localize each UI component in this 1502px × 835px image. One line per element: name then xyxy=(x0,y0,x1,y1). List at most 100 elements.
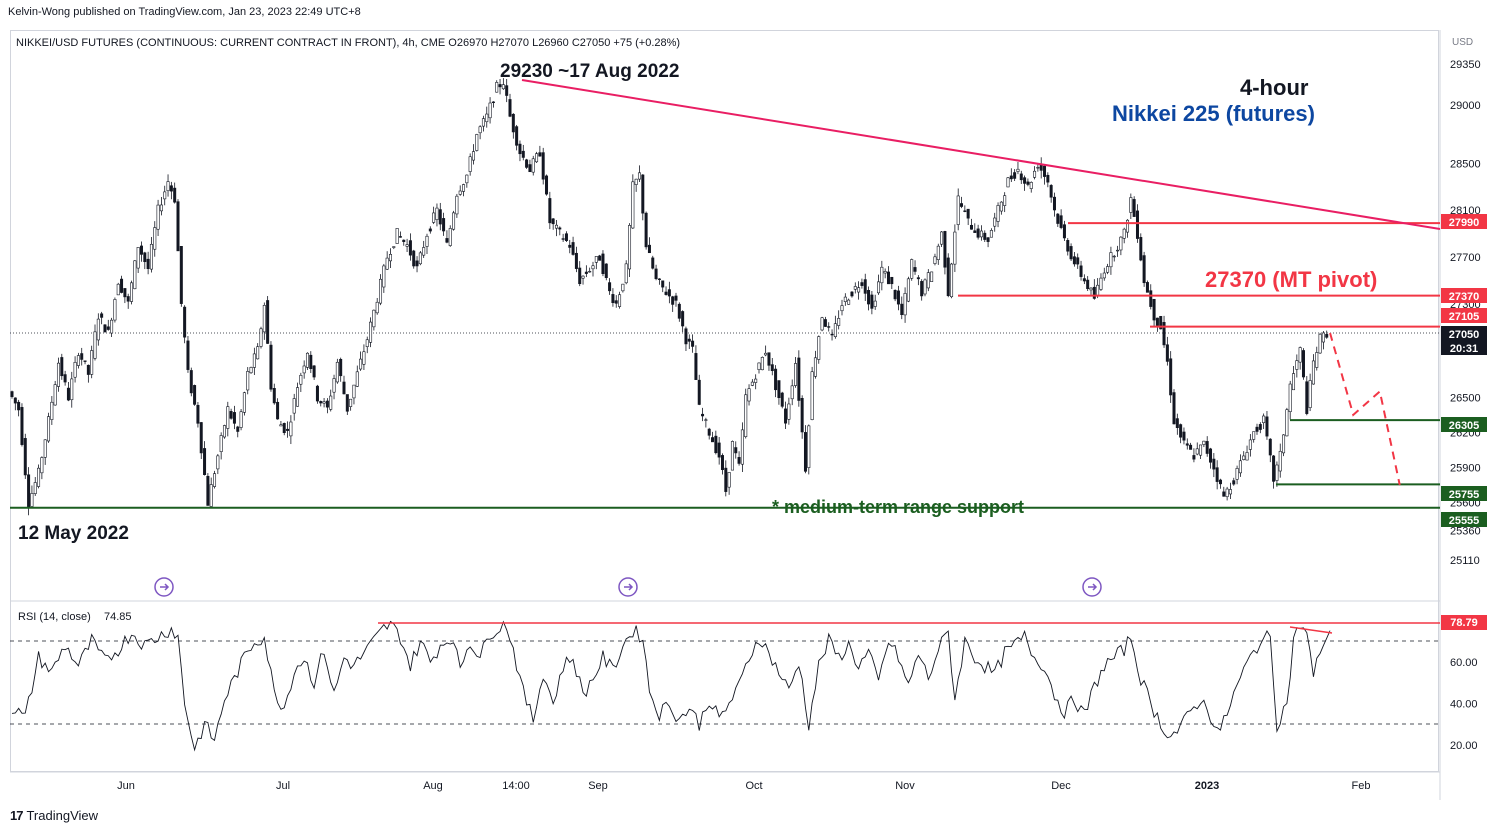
candle xyxy=(674,292,678,307)
candle xyxy=(1265,410,1269,440)
svg-text:78.79: 78.79 xyxy=(1450,617,1478,629)
candle xyxy=(256,343,260,360)
event-icon[interactable] xyxy=(154,577,174,597)
candle xyxy=(1062,220,1066,241)
candle xyxy=(591,261,595,277)
candle xyxy=(349,398,353,411)
candle xyxy=(292,393,296,421)
candle xyxy=(956,188,960,231)
candle xyxy=(342,375,346,395)
candle xyxy=(481,115,485,132)
candle xyxy=(568,239,572,254)
candle xyxy=(1222,486,1226,497)
candle xyxy=(113,297,117,323)
candle xyxy=(325,398,329,414)
candle xyxy=(1258,422,1262,434)
candle xyxy=(1218,478,1222,489)
candle xyxy=(647,237,651,254)
candle xyxy=(488,97,492,124)
time-tick: Nov xyxy=(895,780,915,792)
candle xyxy=(598,254,602,261)
candle xyxy=(1285,407,1289,437)
candle xyxy=(986,237,990,248)
candle xyxy=(920,279,924,301)
candle xyxy=(535,151,539,163)
candle xyxy=(106,319,110,331)
candle xyxy=(422,240,426,258)
candle xyxy=(428,226,432,234)
rsi-divergence-line xyxy=(1289,626,1333,634)
candle xyxy=(299,372,303,393)
candle xyxy=(1126,219,1130,238)
candle xyxy=(548,191,552,230)
candle xyxy=(621,283,625,293)
candle xyxy=(717,437,721,465)
candle xyxy=(475,133,479,152)
event-icon[interactable] xyxy=(1082,577,1102,597)
candle xyxy=(1056,213,1060,227)
candle xyxy=(193,384,197,406)
candle xyxy=(827,322,831,332)
svg-text:27105: 27105 xyxy=(1449,311,1480,323)
candle xyxy=(83,360,87,365)
candle xyxy=(993,212,997,232)
candle xyxy=(222,424,226,439)
candle xyxy=(272,383,276,405)
candle xyxy=(206,473,210,506)
candle xyxy=(564,231,568,242)
candle xyxy=(1228,482,1232,500)
candle xyxy=(1162,315,1166,348)
rsi-pane: RSI (14, close) 74.85 60.00 40.00 20.00 78… xyxy=(10,611,1487,792)
candle xyxy=(110,317,114,338)
candle xyxy=(183,305,187,344)
time-axis-ticks: Jun Jul Aug 14:00 Sep Oct Nov Dec 2023 Feb xyxy=(117,780,1370,792)
candle xyxy=(166,174,170,197)
time-tick: 2023 xyxy=(1195,780,1219,792)
candle xyxy=(1169,351,1173,403)
candle xyxy=(694,345,698,380)
candle xyxy=(511,113,515,139)
candle xyxy=(906,276,910,303)
candle xyxy=(943,230,947,275)
candle xyxy=(1182,427,1186,445)
candle xyxy=(153,221,157,257)
candle xyxy=(53,380,57,406)
candle xyxy=(478,125,482,140)
candle xyxy=(794,356,798,388)
svg-text:25755: 25755 xyxy=(1449,489,1480,501)
event-icon[interactable] xyxy=(618,577,638,597)
price-labels: 27990 27370 27105 27050 20:31 26305 25755 25555 xyxy=(1441,214,1487,527)
time-tick: Jun xyxy=(117,780,135,792)
candle xyxy=(578,261,582,287)
price-tick: 27700 xyxy=(1450,252,1481,264)
candle xyxy=(850,291,854,298)
candle xyxy=(787,397,791,425)
candle xyxy=(611,288,615,307)
candle xyxy=(495,80,499,93)
candle xyxy=(216,453,220,475)
candle xyxy=(226,401,230,437)
candle xyxy=(465,174,469,188)
candle xyxy=(229,408,233,420)
candle xyxy=(1152,298,1156,327)
rsi-line xyxy=(11,620,1331,752)
candle xyxy=(126,293,130,309)
candle xyxy=(966,208,970,226)
candle xyxy=(538,145,542,157)
pivot-label: 27370 (MT pivot) xyxy=(1205,267,1377,292)
candle xyxy=(402,239,406,246)
candle xyxy=(1119,236,1123,256)
candle xyxy=(130,280,134,305)
candle xyxy=(405,238,409,253)
candle xyxy=(724,460,728,497)
candle xyxy=(1311,354,1315,385)
candle xyxy=(973,223,977,233)
candle xyxy=(631,174,635,229)
candle xyxy=(309,351,313,374)
candle xyxy=(1092,279,1096,300)
candle xyxy=(1209,447,1213,469)
tradingview-logo[interactable]: 17 TradingView xyxy=(10,808,98,823)
price-tick: 25110 xyxy=(1450,555,1480,567)
timeframe-label: 4-hour xyxy=(1240,75,1309,100)
